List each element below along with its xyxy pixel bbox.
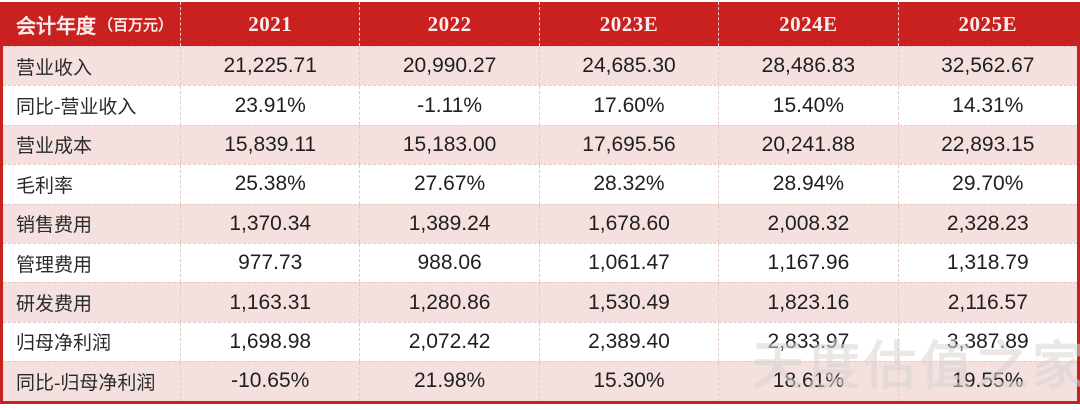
- value-cell: 15.30%: [538, 362, 718, 401]
- value-cell: 19.55%: [897, 362, 1077, 401]
- header-label-title: 会计年度: [16, 15, 96, 38]
- table-header-row: 会计年度 （百万元） 2021 2022 2023E 2024E 2025E: [3, 2, 1077, 46]
- row-label-cell: 营业收入: [16, 57, 93, 79]
- value-cell: 2,008.32: [718, 204, 897, 243]
- value-cell: 3,387.89: [897, 322, 1077, 362]
- table-row: 营业收入 21,225.71 20,990.27 24,685.30 28,486.83…: [3, 46, 1077, 86]
- row-label-cell: 研发费用: [16, 294, 93, 316]
- row-label-cell: 毛利率: [16, 175, 74, 197]
- value-cell: 1,530.49: [538, 283, 718, 322]
- value-cell: 1,370.34: [180, 204, 359, 243]
- value-cell: 1,280.86: [359, 283, 538, 322]
- value-cell: 17.60%: [538, 86, 718, 125]
- value-cell: 15.40%: [718, 86, 897, 125]
- value-cell: 1,318.79: [897, 243, 1077, 283]
- header-year-2023e: 2023E: [538, 2, 718, 46]
- value-cell: 988.06: [359, 243, 538, 283]
- value-cell: 20,241.88: [718, 125, 897, 165]
- value-cell: 1,698.98: [180, 322, 359, 362]
- header-label-cell: 会计年度 （百万元）: [3, 2, 180, 46]
- value-cell: 14.31%: [897, 86, 1077, 125]
- value-cell: 2,833.97: [718, 322, 897, 362]
- table-row: 管理费用 977.73 988.06 1,061.47 1,167.96 1,318.79: [3, 242, 1077, 283]
- header-year-2022: 2022: [359, 2, 538, 46]
- value-cell: 23.91%: [180, 86, 359, 125]
- value-cell: 28.32%: [538, 165, 718, 204]
- value-cell: 20,990.27: [359, 47, 538, 86]
- value-cell: 17,695.56: [538, 125, 718, 165]
- value-cell: 1,678.60: [538, 204, 718, 243]
- value-cell: 15,839.11: [180, 125, 359, 165]
- value-cell: 28.94%: [718, 165, 897, 204]
- value-cell: 1,167.96: [718, 243, 897, 283]
- value-cell: 15,183.00: [359, 125, 538, 165]
- table-row: 同比-营业收入 23.91% -1.11% 17.60% 15.40% 14.31%: [3, 85, 1077, 125]
- header-label-unit: （百万元）: [98, 17, 174, 34]
- value-cell: 24,685.30: [538, 47, 718, 86]
- value-cell: 22,893.15: [897, 125, 1077, 165]
- value-cell: 2,389.40: [538, 322, 718, 362]
- value-cell: 1,061.47: [538, 243, 718, 283]
- value-cell: 2,116.57: [897, 283, 1077, 322]
- value-cell: 21,225.71: [180, 47, 359, 86]
- header-year-2021: 2021: [180, 2, 359, 46]
- value-cell: 21.98%: [359, 362, 538, 401]
- row-label-cell: 销售费用: [16, 215, 93, 237]
- row-label-cell: 营业成本: [16, 136, 93, 158]
- value-cell: 2,328.23: [897, 204, 1077, 243]
- value-cell: 1,389.24: [359, 204, 538, 243]
- value-cell: 28,486.83: [718, 47, 897, 86]
- row-label-cell: 管理费用: [16, 254, 93, 276]
- value-cell: 1,163.31: [180, 283, 359, 322]
- value-cell: 29.70%: [897, 165, 1077, 204]
- value-cell: 18.61%: [718, 362, 897, 401]
- row-label-cell: 归母净利润: [16, 333, 112, 355]
- value-cell: -1.11%: [359, 86, 538, 125]
- header-year-2025e: 2025E: [897, 2, 1077, 46]
- table-row: 毛利率 25.38% 27.67% 28.32% 28.94% 29.70%: [3, 164, 1077, 204]
- table-row: 同比-归母净利润 -10.65% 21.98% 15.30% 18.61% 19.55%: [3, 361, 1077, 401]
- value-cell: 32,562.67: [897, 47, 1077, 86]
- value-cell: 977.73: [180, 243, 359, 283]
- row-label-cell: 同比-营业收入: [16, 97, 137, 119]
- value-cell: 2,072.42: [359, 322, 538, 362]
- row-label-cell: 同比-归母净利润: [16, 372, 156, 394]
- value-cell: -10.65%: [180, 362, 359, 401]
- table-row: 研发费用 1,163.31 1,280.86 1,530.49 1,823.16 2,11…: [3, 282, 1077, 322]
- value-cell: 27.67%: [359, 165, 538, 204]
- value-cell: 1,823.16: [718, 283, 897, 322]
- table-body: 营业收入 21,225.71 20,990.27 24,685.30 28,486.83…: [3, 46, 1077, 401]
- header-year-2024e: 2024E: [718, 2, 897, 46]
- table-row: 归母净利润 1,698.98 2,072.42 2,389.40 2,833.97 3,3…: [3, 321, 1077, 362]
- table-row: 营业成本 15,839.11 15,183.00 17,695.56 20,241.88…: [3, 124, 1077, 165]
- value-cell: 25.38%: [180, 165, 359, 204]
- table-row: 销售费用 1,370.34 1,389.24 1,678.60 2,008.32 2,32…: [3, 203, 1077, 243]
